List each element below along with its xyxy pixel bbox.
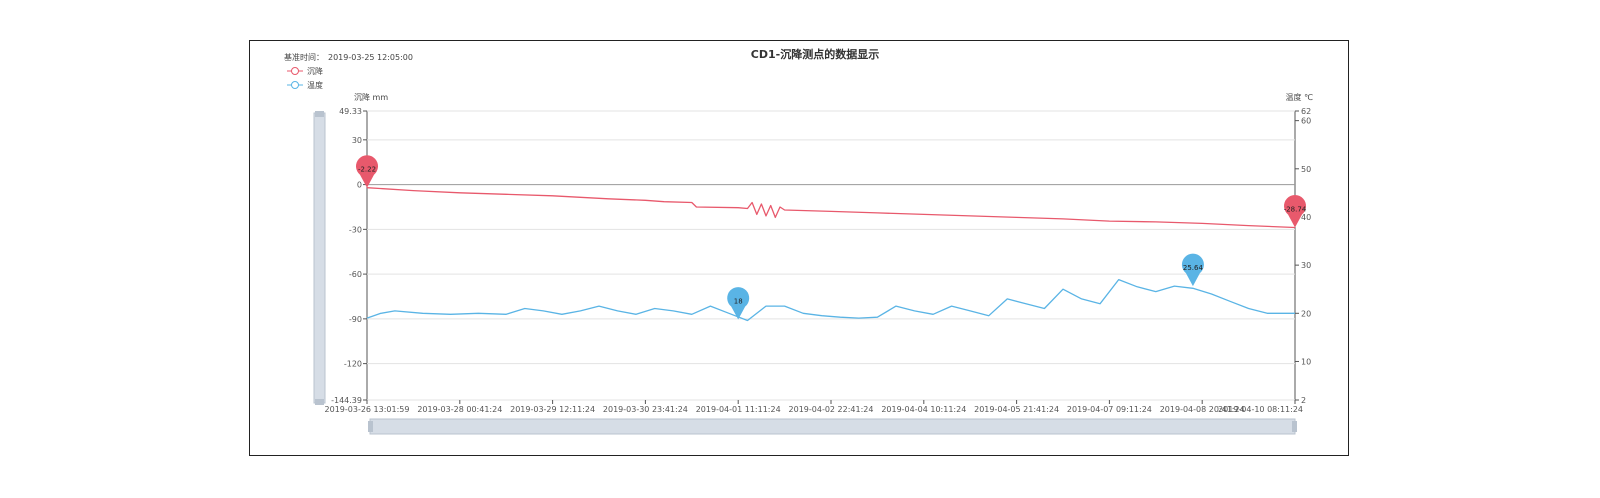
- marker-pin-label: -2.22: [358, 166, 376, 174]
- legend-temperature-label: 温度: [307, 80, 323, 90]
- y-left-tick-label: -30: [349, 225, 362, 234]
- x-zoom-handle-left[interactable]: [368, 421, 373, 432]
- marker-pin-shape: [1181, 253, 1204, 287]
- marker-layer: -2.22 -28.74 18 25.64: [356, 155, 1307, 320]
- y-right-tick-label: 10: [1301, 357, 1311, 366]
- x-tick-label: 2019-03-28 00:41:24: [417, 405, 502, 414]
- y-left-tick-label: 49.33: [339, 107, 362, 116]
- data-marker-pin[interactable]: 25.64: [1181, 253, 1204, 287]
- y-right-tick-label: 2: [1301, 396, 1306, 405]
- x-zoom-handle-right[interactable]: [1292, 421, 1297, 432]
- x-tick-label: 2019-04-07 09:11:24: [1067, 405, 1152, 414]
- x-zoom-slider-track[interactable]: [369, 418, 1296, 435]
- x-tick-label: 2019-04-08 20:41:24: [1160, 405, 1245, 414]
- legend-item-temperature[interactable]: 温度: [287, 80, 323, 90]
- y-left-tick-label: -120: [344, 360, 362, 369]
- legend-settlement-label: 沉降: [307, 66, 323, 76]
- y-right-tick-label: 60: [1301, 117, 1311, 126]
- x-tick-label: 2019-04-05 21:41:24: [974, 405, 1059, 414]
- y-zoom-slider[interactable]: [313, 111, 326, 405]
- y-zoom-handle-top[interactable]: [315, 111, 324, 117]
- y-right-tick-label: 50: [1301, 165, 1311, 174]
- chart-frame: 基准时间： 2019-03-25 12:05:00 CD1-沉降测点的数据显示 …: [249, 40, 1349, 456]
- chart-svg: 基准时间： 2019-03-25 12:05:00 CD1-沉降测点的数据显示 …: [284, 47, 1313, 435]
- data-marker-pin[interactable]: 18: [727, 287, 750, 320]
- x-tick-label: 2019-04-02 22:41:24: [789, 405, 874, 414]
- data-marker-pin[interactable]: -2.22: [356, 155, 378, 188]
- legend-settlement-icon: [291, 67, 299, 75]
- marker-pin-label: -28.74: [1284, 205, 1307, 213]
- grid-layer: [367, 110, 1295, 401]
- base-time-value: 2019-03-25 12:05:00: [328, 53, 413, 62]
- series-line-settlement: [366, 187, 1296, 229]
- marker-pin-shape: [727, 287, 750, 320]
- marker-pin-shape: [1284, 194, 1306, 228]
- x-tick-label: 2019-03-29 12:11:24: [510, 405, 595, 414]
- y-left-tick-label: -60: [349, 270, 362, 279]
- y-right-tick-label: 40: [1301, 213, 1311, 222]
- y-left-tick-label: -144.39: [331, 396, 362, 405]
- marker-pin-label: 25.64: [1183, 264, 1204, 272]
- y-right-axis-title: 温度 ℃: [1285, 92, 1313, 102]
- x-tick-label: 2019-03-30 23:41:24: [603, 405, 688, 414]
- y-right-tick-label: 62: [1301, 107, 1311, 116]
- y-zoom-slider-track[interactable]: [313, 112, 326, 404]
- y-zoom-handle-bottom[interactable]: [315, 399, 324, 405]
- legend-temperature-icon: [291, 81, 299, 89]
- marker-pin-shape: [356, 155, 378, 188]
- y-right-tick-label: 20: [1301, 309, 1311, 318]
- series-line-temperature: [366, 278, 1295, 322]
- marker-pin-label: 18: [734, 298, 743, 306]
- legend-item-settlement[interactable]: 沉降: [287, 66, 323, 76]
- x-tick-label: 2019-04-04 10:11:24: [881, 405, 966, 414]
- y-right-tick-label: 30: [1301, 261, 1311, 270]
- x-zoom-slider[interactable]: [368, 418, 1297, 435]
- y-left-tick-label: 0: [357, 181, 362, 190]
- base-time-label: 基准时间：: [284, 52, 324, 62]
- x-tick-label: 2019-04-10 08:11:24: [1218, 405, 1303, 414]
- x-tick-label: 2019-03-26 13:01:59: [325, 405, 410, 414]
- y-left-tick-label: -90: [349, 315, 362, 324]
- y-left-axis-title: 沉降 mm: [354, 92, 388, 102]
- x-tick-label: 2019-04-01 11:11:24: [696, 405, 781, 414]
- y-left-tick-label: 30: [352, 136, 362, 145]
- chart-title: CD1-沉降测点的数据显示: [751, 47, 879, 61]
- series-layer: [366, 187, 1296, 322]
- data-marker-pin[interactable]: -28.74: [1284, 194, 1307, 228]
